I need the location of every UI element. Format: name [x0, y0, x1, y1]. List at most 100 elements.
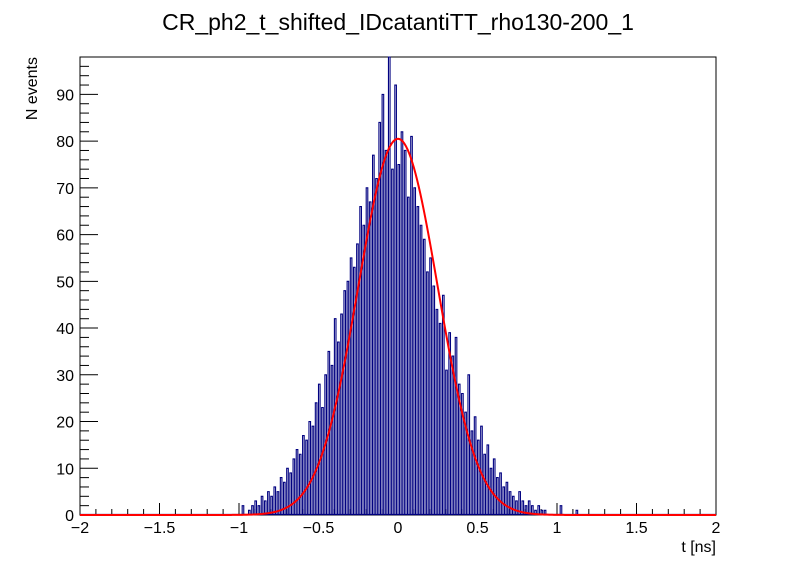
histogram-bin — [400, 131, 404, 515]
histogram-bin — [445, 369, 448, 515]
histogram-bin — [359, 206, 362, 515]
histogram-bin — [464, 411, 467, 515]
histogram-bin — [531, 505, 534, 515]
histogram-bin — [384, 149, 388, 515]
histogram-bin — [279, 477, 283, 515]
x-axis-label: t [ns] — [681, 539, 716, 556]
y-tick-label: 80 — [56, 134, 74, 151]
histogram-bin — [289, 472, 293, 515]
histogram-bin — [251, 505, 254, 515]
histogram-bin — [448, 332, 452, 515]
histogram-bin — [492, 458, 496, 515]
histogram-bin — [282, 481, 286, 515]
histogram-bin — [302, 435, 305, 515]
histogram-bin — [372, 154, 375, 515]
histogram-bin — [241, 505, 245, 515]
y-axis: 0 10 20 30 40 50 60 70 80 90 — [56, 65, 98, 525]
histogram-bin — [502, 486, 506, 515]
y-tick-label: 60 — [56, 228, 74, 245]
histogram-bin — [521, 500, 525, 515]
histogram-bin — [438, 322, 442, 515]
histogram-bin — [454, 336, 458, 515]
histogram-bin — [419, 224, 423, 515]
histogram-bin — [394, 84, 397, 515]
histogram-bin — [308, 420, 312, 515]
x-tick-label: 0 — [394, 520, 403, 537]
histogram-bin — [346, 280, 350, 515]
histogram-bin — [321, 406, 324, 515]
histogram-bin — [432, 285, 436, 515]
histogram-bin — [356, 243, 359, 515]
histogram-bin — [540, 509, 544, 515]
histogram-bin — [378, 121, 382, 515]
histogram-bin — [314, 402, 318, 515]
histogram-bin — [496, 477, 499, 515]
histogram-bin — [305, 439, 308, 515]
histogram-bin — [505, 481, 509, 515]
gaussian-fit-curve — [80, 137, 716, 516]
y-tick-label: 90 — [56, 87, 74, 104]
histogram-bin — [254, 500, 258, 515]
x-tick-label: −1 — [230, 520, 248, 537]
histogram-bin — [381, 93, 385, 515]
histogram-bin — [470, 430, 474, 515]
y-tick-label: 50 — [56, 274, 74, 291]
histogram-bin — [349, 257, 353, 515]
histogram-bin — [375, 177, 378, 515]
histogram-bin — [276, 491, 280, 515]
histogram-bin — [476, 439, 480, 515]
x-tick-label: 0.5 — [466, 520, 488, 537]
histogram-bin — [406, 196, 410, 515]
histogram-bin — [537, 505, 541, 515]
histogram-bin — [260, 495, 264, 515]
histogram-bin — [508, 491, 512, 515]
histogram-bin — [575, 509, 579, 515]
histogram-bin — [426, 271, 429, 515]
histogram-bin — [333, 318, 337, 515]
histogram-bin — [257, 505, 261, 515]
histogram-bin — [362, 224, 366, 515]
histogram-bin — [534, 509, 537, 515]
y-tick-label: 10 — [56, 461, 74, 478]
histogram-bin — [343, 290, 347, 515]
histogram-bin — [483, 453, 486, 515]
histogram-bin — [527, 500, 531, 515]
histogram-bin — [267, 491, 270, 515]
histogram-bin — [273, 486, 277, 515]
histogram-bin — [422, 238, 426, 515]
y-tick-label: 20 — [56, 415, 74, 432]
x-tick-label: −2 — [71, 520, 89, 537]
histogram-bin — [340, 313, 343, 515]
histogram-bin — [298, 453, 302, 515]
y-tick-label: 30 — [56, 368, 74, 385]
histogram-bin — [263, 500, 267, 515]
histogram-bin — [499, 472, 502, 515]
histogram-bin — [403, 149, 407, 515]
histogram-bin — [486, 444, 490, 515]
x-axis: −2 −1.5 −1 −0.5 0 0.5 1 1.5 2 — [71, 503, 721, 537]
histogram-bin — [429, 257, 432, 515]
histogram-bin — [461, 392, 464, 515]
histogram-bin — [511, 495, 515, 515]
y-axis-label: N events — [24, 57, 41, 120]
histogram-bin — [337, 341, 340, 515]
x-tick-label: 1.5 — [625, 520, 647, 537]
chart-title: CR_ph2_t_shifted_IDcatantiTT_rho130-200_… — [162, 9, 634, 35]
histogram-bin — [451, 355, 455, 515]
histogram-bin — [365, 187, 369, 515]
histogram-bin — [247, 509, 251, 515]
x-tick-label: 1 — [553, 520, 562, 537]
histogram-bin — [292, 458, 296, 515]
y-tick-label: 70 — [56, 181, 74, 198]
x-tick-label: −1.5 — [144, 520, 176, 537]
histogram-bin — [352, 266, 356, 515]
histogram-bin — [457, 383, 461, 515]
histogram-bin — [270, 495, 273, 515]
histogram-bin — [330, 364, 334, 515]
fit-layer — [80, 137, 716, 516]
histogram-bin — [410, 135, 413, 515]
histogram-bin — [397, 163, 401, 515]
histogram-bin — [317, 383, 321, 515]
